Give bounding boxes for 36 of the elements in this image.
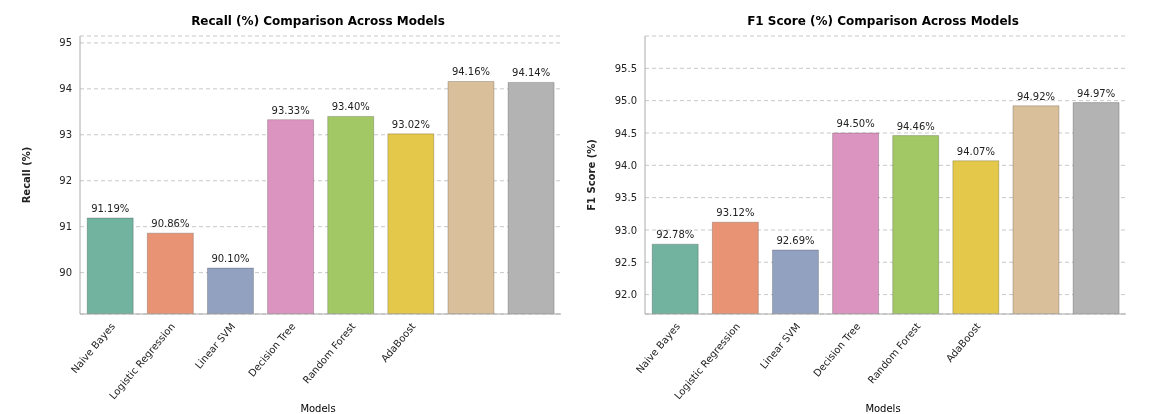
data-label: 94.14% xyxy=(512,67,551,79)
x-axis-title: Models xyxy=(864,403,902,414)
y-tick-label: 95.5 xyxy=(614,62,637,74)
y-tick-label: 94.0 xyxy=(614,159,637,171)
data-label: 94.07% xyxy=(956,145,995,157)
y-tick-label: 93.5 xyxy=(614,192,637,204)
y-tick-label: 92.5 xyxy=(614,256,637,268)
y-tick-label: 93 xyxy=(59,129,72,141)
y-axis-title: F1 Score (%) xyxy=(585,139,597,211)
y-tick-label: 94.5 xyxy=(614,127,637,139)
chart-title: Recall (%) Comparison Across Models xyxy=(190,14,446,28)
y-tick-label: 94 xyxy=(59,83,72,95)
y-tick-label: 95.0 xyxy=(614,95,637,107)
data-label: 91.19% xyxy=(91,202,130,214)
y-tick-label: 95 xyxy=(59,37,72,49)
data-label: 94.46% xyxy=(896,120,935,132)
data-label: 93.02% xyxy=(391,118,430,130)
data-label: 90.86% xyxy=(151,218,190,230)
y-tick-label: 91 xyxy=(59,221,72,233)
data-label: 94.92% xyxy=(1016,90,1056,102)
y-tick-label: 93.0 xyxy=(614,224,637,236)
data-label: 94.50% xyxy=(836,117,875,129)
chart-title: F1 Score (%) Comparison Across Models xyxy=(746,14,1020,28)
data-label: 90.10% xyxy=(211,253,250,265)
y-tick-label: 92.0 xyxy=(614,289,637,301)
data-label: 93.40% xyxy=(331,101,370,113)
data-label: 94.16% xyxy=(451,66,491,78)
data-label: 93.12% xyxy=(716,207,755,219)
data-label: 92.78% xyxy=(656,229,695,241)
data-label: 93.33% xyxy=(271,104,310,116)
y-tick-label: 92 xyxy=(59,175,72,187)
data-label: 92.69% xyxy=(776,235,815,246)
y-tick-label: 90 xyxy=(59,267,72,279)
x-axis-title: Models xyxy=(299,403,337,414)
y-axis-title: Recall (%) xyxy=(20,146,32,204)
data-label: 94.97% xyxy=(1077,87,1116,99)
